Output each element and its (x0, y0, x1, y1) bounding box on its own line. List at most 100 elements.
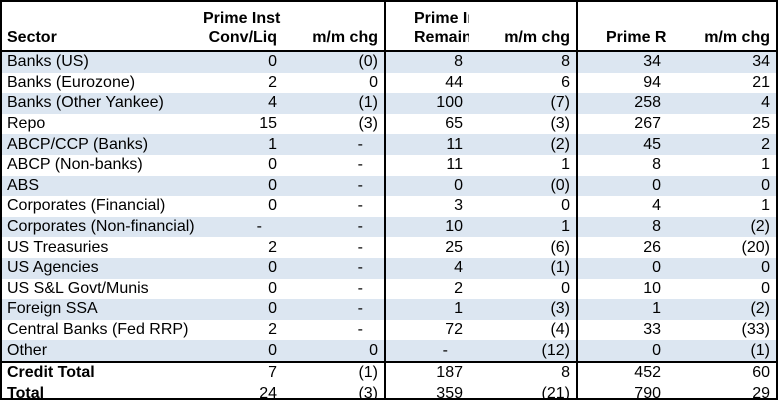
cell-value: - (283, 175, 386, 197)
cell-value: 0 (761, 259, 770, 277)
cell-value: (20) (741, 238, 770, 256)
cell-value: 0 (761, 279, 770, 297)
cell-value: 0 (268, 300, 277, 318)
header-line-2: Conv/Liq (208, 29, 277, 46)
cell-value: 267 (634, 115, 661, 133)
cell-value: - (283, 319, 386, 341)
cell-value: 0 (652, 341, 661, 359)
cell-value: - (256, 218, 262, 236)
cell-value: 2 (761, 135, 770, 153)
row-label: Credit Total (2, 360, 197, 384)
table-row: US Agencies 0-4 (1) 0 0 (2, 257, 776, 279)
row-label: Banks (Eurozone) (7, 73, 136, 91)
col-header-mm-chg-3: m/m chg (667, 2, 776, 52)
cell-value: 1 (268, 135, 277, 153)
cell-value: 4 (268, 94, 277, 112)
cell-value: 11 (446, 135, 463, 153)
cell-value: 72 (445, 321, 463, 339)
cell-value: 8 (469, 51, 578, 73)
cell-value: 359 (385, 383, 469, 398)
col-header-prime-inst-remaining: Prime Inst Remaining (385, 2, 469, 52)
table-row: Foreign SSA 0- 1 (3) 1 (2) (2, 299, 776, 320)
table-row: US Treasuries 2- 25 (6) 26 (20) (2, 237, 776, 258)
cell-value: 0 (652, 259, 661, 277)
cell-value: - (283, 278, 386, 300)
row-label: US Treasuries (7, 238, 109, 256)
row-label: Total (2, 383, 197, 398)
cell-value: (1) (469, 257, 578, 279)
cell-value: (3) (283, 383, 386, 398)
cell-value: 24 (197, 383, 283, 398)
header-line-1: Prime Inst (203, 10, 281, 27)
cell-value: 29 (667, 383, 776, 398)
cell-value: (3) (283, 113, 386, 135)
cell-value: 0 (283, 72, 386, 94)
table-row: ABCP (Non-banks) 0-11 1 8 1 (2, 154, 776, 176)
cell-value: 0 (268, 197, 277, 215)
table-row: ABCP/CCP (Banks) 1- 11 (2) 45 2 (2, 134, 776, 155)
table-row: Central Banks (Fed RRP) 2- 72 (4) 33 (33) (2, 319, 776, 341)
cell-value: - (283, 216, 386, 238)
cell-value: 0 (268, 53, 277, 71)
cell-value: 4 (454, 259, 463, 277)
cell-value: 4 (652, 197, 661, 215)
cell-value: - (283, 154, 386, 176)
table-row: ABS 0-0 (0) 0 0 (2, 175, 776, 197)
cell-value: 2 (268, 73, 277, 91)
row-label: ABCP (Non-banks) (7, 156, 143, 174)
cell-value: 0 (268, 259, 277, 277)
cell-value: 25 (445, 238, 463, 256)
cell-value: 258 (634, 94, 661, 112)
cell-value: 0 (469, 196, 578, 217)
col-header-prime-retail: Prime Retail (577, 2, 667, 52)
cell-value: (1) (750, 341, 770, 359)
cell-value: 1 (652, 300, 661, 318)
cell-value: 33 (643, 321, 661, 339)
cell-value: - (283, 196, 386, 217)
cell-value: 45 (643, 135, 661, 153)
row-label: Central Banks (Fed RRP) (7, 321, 189, 339)
cell-value: 11 (446, 156, 463, 174)
cell-value: 34 (643, 53, 661, 71)
cell-value: - (283, 237, 386, 258)
header-line-2: Remaining (414, 29, 469, 46)
cell-value: 452 (577, 360, 667, 384)
cell-value: 0 (469, 278, 578, 300)
cell-value: (12) (469, 340, 578, 362)
cell-value: (0) (283, 51, 386, 73)
col-header-prime-inst-conv-liq: Prime Inst Conv/Liq (197, 2, 283, 52)
cell-value: 2 (268, 238, 277, 256)
col-header-sector: Sector (2, 2, 197, 52)
col-header-mm-chg-1: m/m chg (283, 2, 386, 52)
row-label: US Agencies (7, 259, 99, 277)
cell-value: 2 (268, 321, 277, 339)
row-label: Repo (7, 115, 46, 133)
header-line-2: Prime Retail (606, 29, 667, 46)
cell-value: 0 (268, 341, 277, 359)
table-row: Banks (Eurozone) 2 0 44 6 94 21 (2, 72, 776, 94)
cell-value: 1 (761, 156, 770, 174)
cell-value: - (442, 341, 448, 359)
cell-value: 790 (577, 383, 667, 398)
cell-value: 44 (445, 73, 463, 91)
cell-value: (3) (469, 299, 578, 320)
cell-value: 10 (643, 279, 661, 297)
cell-value: 2 (454, 279, 463, 297)
cell-value: 1 (469, 154, 578, 176)
cell-value: 4 (761, 94, 770, 112)
cell-value: - (283, 134, 386, 155)
cell-value: 1 (454, 300, 463, 318)
cell-value: 0 (652, 176, 661, 194)
cell-value: (21) (469, 383, 578, 398)
row-label: Corporates (Non-financial) (7, 218, 195, 236)
cell-value: 3 (454, 197, 463, 215)
table-row: US S&L Govt/Munis 0-2 0 10 0 (2, 278, 776, 300)
cell-value: 94 (643, 73, 661, 91)
cell-value: 100 (436, 94, 463, 112)
row-label: ABS (7, 176, 40, 194)
cell-value: 65 (445, 115, 463, 133)
total-row: Credit Total 7 (1) 187 8 452 60 (2, 360, 776, 384)
cell-value: 1 (761, 197, 770, 215)
